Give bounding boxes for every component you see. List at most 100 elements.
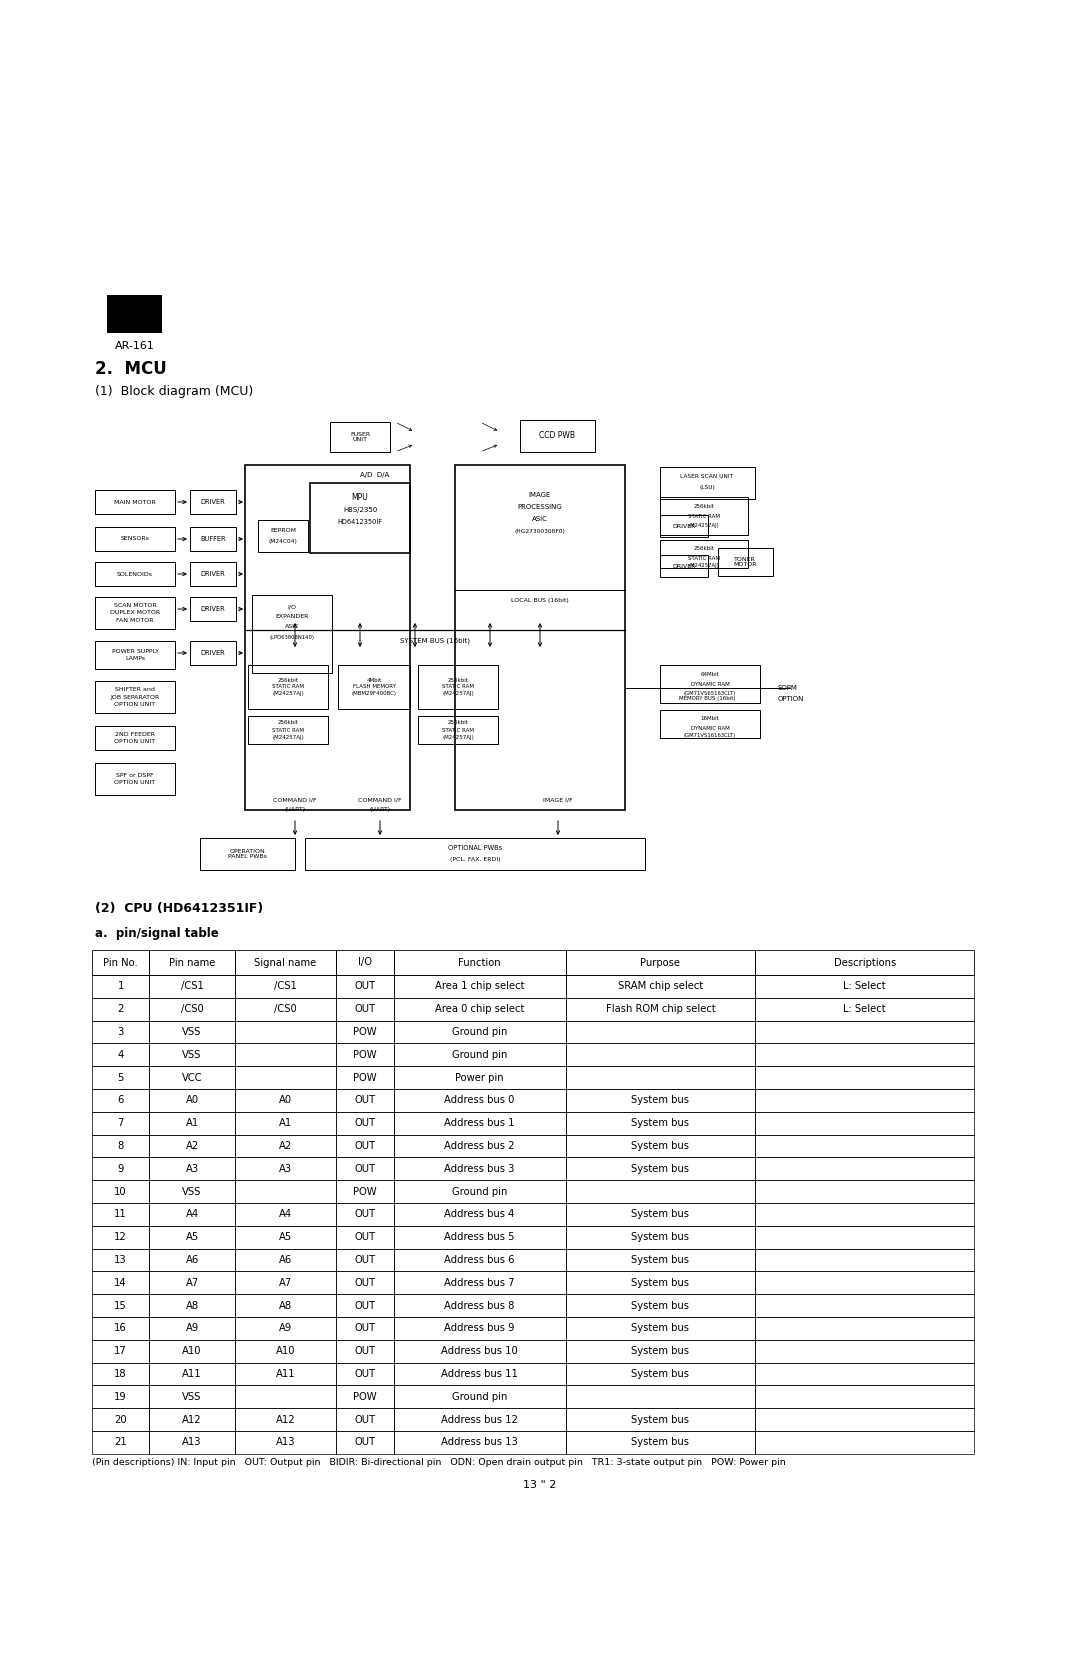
Bar [393, 1363, 566, 1386]
Bar [92, 976, 149, 997]
Text: OPERATION
PANEL PWBs: OPERATION PANEL PWBs [228, 849, 267, 859]
Text: STATIC RAM: STATIC RAM [272, 728, 303, 733]
Bar [393, 1386, 566, 1408]
Bar [566, 1431, 755, 1454]
Bar [393, 1431, 566, 1454]
Text: System bus: System bus [632, 1278, 689, 1288]
Bar [755, 1089, 974, 1112]
Text: Flash ROM chip select: Flash ROM chip select [606, 1004, 715, 1014]
Bar [92, 1135, 149, 1157]
Text: A10: A10 [183, 1346, 202, 1356]
Text: SRAM chip select: SRAM chip select [618, 981, 703, 992]
Bar [234, 1431, 336, 1454]
Bar [660, 540, 748, 568]
Bar [418, 665, 498, 710]
Text: OUT: OUT [354, 1210, 376, 1220]
Text: Function: Function [458, 957, 501, 967]
Text: PROCESSING: PROCESSING [517, 504, 563, 510]
Bar [755, 1340, 974, 1363]
Text: POWER SUPPLY: POWER SUPPLY [111, 648, 159, 653]
Text: STATIC RAM: STATIC RAM [688, 555, 720, 560]
Bar [92, 1044, 149, 1067]
Bar [393, 951, 566, 976]
Text: (M24257AJ): (M24257AJ) [689, 522, 719, 527]
Text: OUT: OUT [354, 1438, 376, 1448]
Bar [336, 1248, 393, 1271]
Text: STATIC RAM: STATIC RAM [688, 514, 720, 519]
Text: A8: A8 [186, 1301, 199, 1311]
Text: OUT: OUT [354, 1346, 376, 1356]
Text: A1: A1 [279, 1119, 293, 1128]
Bar [718, 548, 773, 577]
Bar [149, 1408, 234, 1431]
Text: COMMAND I/F: COMMAND I/F [359, 798, 402, 803]
Bar [95, 726, 175, 750]
Text: DRIVER: DRIVER [201, 650, 226, 656]
Text: A6: A6 [186, 1255, 199, 1265]
Text: Address bus 0: Address bus 0 [445, 1095, 515, 1105]
Bar [95, 642, 175, 670]
Bar [336, 1020, 393, 1044]
Bar [149, 1044, 234, 1067]
Bar [149, 976, 234, 997]
Text: MAIN MOTOR: MAIN MOTOR [114, 500, 156, 505]
Text: 7: 7 [118, 1119, 124, 1128]
Bar [566, 1271, 755, 1295]
Text: OUT: OUT [354, 981, 376, 992]
Bar [566, 1203, 755, 1227]
Text: 2: 2 [118, 1004, 124, 1014]
Text: OPTION UNIT: OPTION UNIT [114, 779, 156, 784]
Bar [755, 1044, 974, 1067]
Text: A3: A3 [186, 1163, 199, 1173]
Text: (M24257AJ): (M24257AJ) [272, 691, 303, 696]
Text: (M24257AJ): (M24257AJ) [442, 691, 474, 696]
Bar [755, 976, 974, 997]
Text: FAN MOTOR: FAN MOTOR [117, 618, 153, 623]
Bar [393, 1020, 566, 1044]
Bar [95, 490, 175, 514]
Text: A12: A12 [275, 1414, 296, 1424]
Text: 9: 9 [118, 1163, 124, 1173]
Bar [566, 1067, 755, 1089]
Text: SPF or DSPF: SPF or DSPF [117, 773, 153, 778]
Text: DRIVER: DRIVER [201, 499, 226, 505]
Bar [92, 997, 149, 1020]
Bar [755, 1408, 974, 1431]
Bar [566, 1020, 755, 1044]
Bar [566, 997, 755, 1020]
Bar [190, 490, 237, 514]
Bar [660, 710, 760, 738]
Bar [95, 597, 175, 628]
Bar [234, 1089, 336, 1112]
Text: (M24C04): (M24C04) [269, 540, 297, 545]
Text: 19: 19 [114, 1391, 127, 1401]
Bar [330, 422, 390, 452]
Bar [149, 1089, 234, 1112]
Text: 4Mbit: 4Mbit [366, 678, 381, 683]
Text: Address bus 5: Address bus 5 [444, 1232, 515, 1242]
Text: A2: A2 [186, 1142, 199, 1152]
Bar [149, 1316, 234, 1340]
Text: Address bus 6: Address bus 6 [444, 1255, 515, 1265]
Text: OPTION UNIT: OPTION UNIT [114, 740, 156, 745]
Text: System bus: System bus [632, 1210, 689, 1220]
Bar [92, 1386, 149, 1408]
Bar [393, 1135, 566, 1157]
Text: L: Select: L: Select [843, 1004, 886, 1014]
Bar [92, 1408, 149, 1431]
Text: OUT: OUT [354, 1119, 376, 1128]
Bar [755, 1431, 974, 1454]
Text: 11: 11 [114, 1210, 127, 1220]
Text: VCC: VCC [181, 1072, 202, 1082]
Bar [566, 1248, 755, 1271]
Text: DRIVER: DRIVER [673, 563, 696, 568]
Bar [755, 1271, 974, 1295]
Bar [149, 1157, 234, 1180]
Text: STATIC RAM: STATIC RAM [442, 728, 474, 733]
Text: DRIVER: DRIVER [201, 572, 226, 577]
Bar [393, 1227, 566, 1248]
Text: A5: A5 [186, 1232, 199, 1242]
Text: 3: 3 [118, 1027, 124, 1037]
Bar [393, 976, 566, 997]
Text: Address bus 7: Address bus 7 [444, 1278, 515, 1288]
